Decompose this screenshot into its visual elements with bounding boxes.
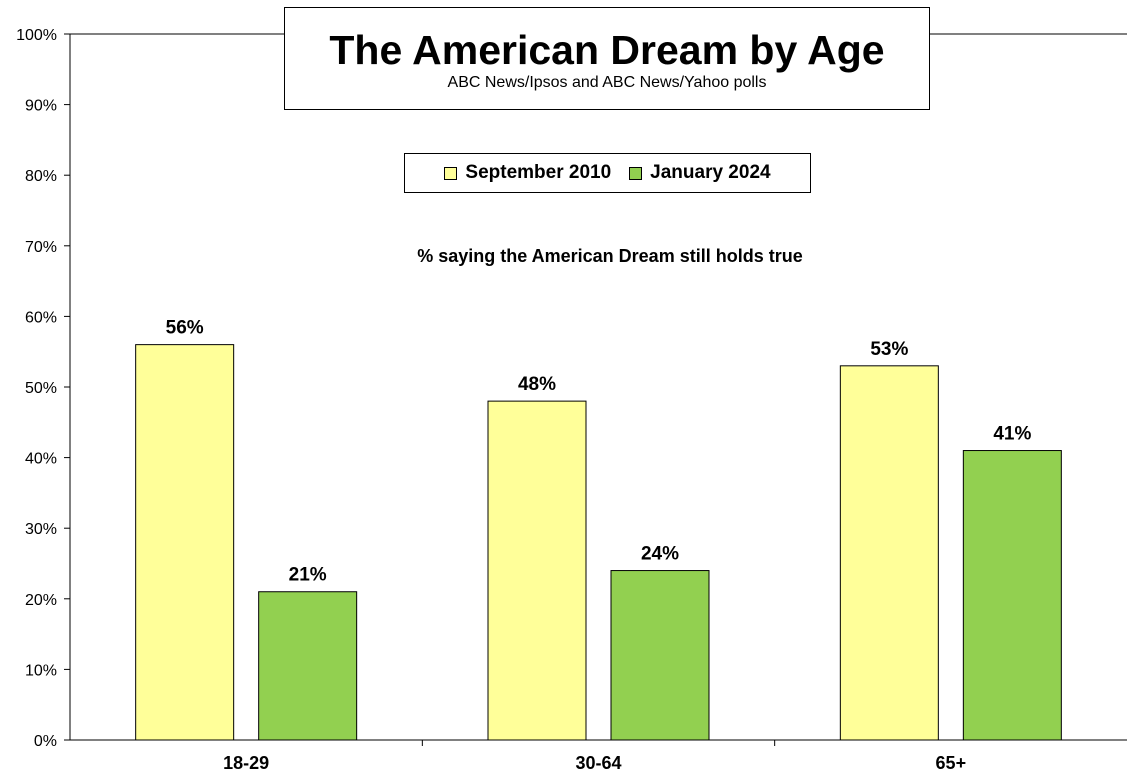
y-tick-label: 70% (25, 239, 57, 256)
y-tick-label: 20% (25, 592, 57, 609)
chart-annotation: % saying the American Dream still holds … (417, 246, 803, 266)
y-tick-label: 60% (25, 309, 57, 326)
y-tick-label: 90% (25, 98, 57, 115)
legend-swatch-january-2024 (629, 166, 643, 180)
y-tick-label: 0% (34, 733, 57, 750)
bar-january-2024-18-29 (258, 591, 358, 741)
y-tick-label: 30% (25, 521, 57, 538)
bars (135, 344, 1062, 741)
data-label: 53% (870, 339, 908, 360)
x-tick-label: 30-64 (575, 753, 621, 773)
legend-label: January 2024 (650, 162, 771, 183)
legend: September 2010 January 2024 (404, 153, 811, 193)
chart-subtitle: ABC News/Ipsos and ABC News/Yahoo polls (447, 74, 767, 91)
y-tick-label: 40% (25, 451, 57, 468)
bar-january-2024-30-64 (610, 570, 710, 741)
data-label: 21% (289, 565, 327, 586)
legend-swatch-september-2010 (444, 166, 458, 180)
axes: 0% 10% 20% 30% 40% 50% 60% 70% 80% 90% 100% 18-29 30… (16, 27, 1127, 773)
data-labels: 56% 21% 48% 24% 53% 41% (166, 318, 1032, 586)
x-tick-label: 18-29 (223, 753, 269, 773)
y-tick-label: 50% (25, 380, 57, 397)
bar-september-2010-30-64 (487, 400, 587, 741)
y-tick-label: 10% (25, 662, 57, 679)
bar-september-2010-65+ (839, 365, 939, 741)
legend-item-january-2024: January 2024 (629, 162, 771, 184)
title-box: The American Dream by Age ABC News/Ipsos… (284, 7, 930, 110)
y-tick-label: 80% (25, 168, 57, 185)
legend-label: September 2010 (465, 162, 612, 183)
chart-title: The American Dream by Age (329, 27, 885, 73)
data-label: 41% (993, 424, 1031, 445)
data-label: 56% (166, 318, 204, 339)
bar-january-2024-65+ (962, 450, 1062, 741)
x-tick-label: 65+ (936, 753, 967, 773)
legend-item-september-2010: September 2010 (444, 162, 611, 184)
y-tick-label: 100% (16, 27, 57, 44)
data-label: 48% (518, 374, 556, 395)
bar-september-2010-18-29 (135, 344, 235, 741)
data-label: 24% (641, 544, 679, 565)
